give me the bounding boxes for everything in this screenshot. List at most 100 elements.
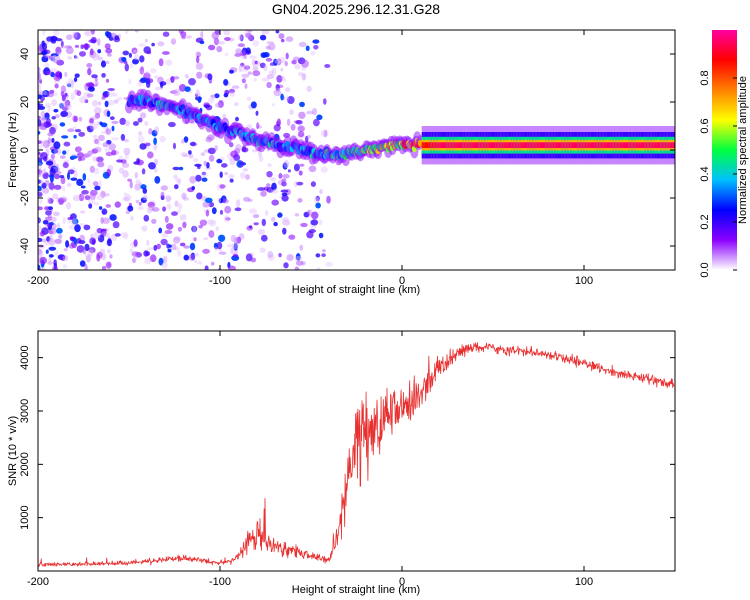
spectrogram-speckle xyxy=(72,31,78,39)
spectrogram-speckle xyxy=(76,90,82,97)
spectrogram-speckle xyxy=(281,178,287,183)
spectrogram-band-layer xyxy=(452,142,455,149)
spectrogram-speckle xyxy=(105,78,110,83)
spectrogram-speckle xyxy=(74,44,79,48)
spectrogram-band-layer xyxy=(593,142,596,149)
spectrogram-speckle xyxy=(38,179,42,184)
spectrogram-speckle xyxy=(40,230,45,237)
spectrogram-speckle xyxy=(93,135,98,139)
spectrogram-speckle xyxy=(38,185,42,192)
spectrogram-speckle xyxy=(113,99,119,104)
spectrogram-speckle xyxy=(58,102,64,109)
colorbar-tick-label: 0.8 xyxy=(699,70,711,85)
spectrogram-speckle xyxy=(94,83,98,87)
spectrogram-speckle xyxy=(38,45,43,52)
spectrogram-band-layer xyxy=(651,142,654,149)
spectrogram-speckle xyxy=(44,103,52,108)
spectrogram-speckle xyxy=(47,105,51,114)
spectrogram-speckle xyxy=(325,261,334,267)
spectrogram-speckle xyxy=(276,58,282,66)
spectrogram-speckle xyxy=(297,131,305,138)
spectrogram-speckle xyxy=(139,55,145,63)
spectrogram-speckle xyxy=(94,138,99,145)
spectrogram-band-layer xyxy=(437,142,440,149)
spectrogram-speckle xyxy=(43,168,47,175)
spectrogram-speckle xyxy=(289,109,294,116)
spectrogram-speckle xyxy=(197,260,203,265)
spectrogram-band-layer xyxy=(530,142,533,149)
spectrogram-speckle xyxy=(132,257,136,263)
spectrogram-band-layer xyxy=(485,142,488,149)
spectrogram-speckle xyxy=(96,38,101,46)
spectrogram-band-layer xyxy=(456,142,459,149)
spectrogram-speckle xyxy=(101,73,106,78)
spectrogram-band-layer xyxy=(525,142,527,149)
spectrogram-band-layer xyxy=(488,142,491,149)
spectrogram-speckle xyxy=(204,265,209,270)
spectrogram-speckle xyxy=(137,206,144,211)
spectrogram-speckle xyxy=(46,236,51,242)
spectrogram-band-layer xyxy=(436,142,439,149)
spectrogram-speckle xyxy=(44,146,49,151)
spectrogram-band-layer xyxy=(442,142,444,149)
spectrogram-speckle xyxy=(215,226,220,231)
spectrogram-speckle xyxy=(62,106,69,111)
spectrogram-speckle xyxy=(79,210,86,214)
spectrogram-speckle xyxy=(151,207,160,212)
spectrogram-speckle xyxy=(134,183,141,191)
colorbar-tick-label: 0.6 xyxy=(699,118,711,133)
spectrogram-band-layer xyxy=(474,142,477,149)
spectrogram-speckle xyxy=(50,227,57,235)
spectrogram-speckle xyxy=(94,106,102,115)
spectrogram-speckle xyxy=(174,247,180,251)
spectrogram-speckle xyxy=(38,216,41,224)
spectrogram-speckle xyxy=(170,38,177,45)
spectrogram-speckle xyxy=(218,198,223,204)
spectrogram-speckle xyxy=(173,142,176,150)
spectrogram-band-layer xyxy=(667,142,670,149)
spectrogram-speckle xyxy=(79,260,86,267)
spectrogram-band-layer xyxy=(426,142,428,149)
spectrogram-speckle xyxy=(146,50,152,55)
spectrogram-speckle xyxy=(104,43,111,50)
spectrogram-speckle xyxy=(320,166,328,173)
spectrogram-speckle xyxy=(172,166,180,171)
spectrogram-band-layer xyxy=(548,142,551,149)
spectrogram-speckle xyxy=(78,116,83,122)
spectrogram-band-layer xyxy=(533,142,536,149)
spectrogram-band-layer xyxy=(618,142,621,149)
spectrogram-band-layer xyxy=(647,142,650,149)
spectrogram-speckle xyxy=(62,216,66,225)
spectrogram-speckle xyxy=(102,142,109,148)
spectrogram-band-layer xyxy=(487,142,490,149)
spectrogram-band-layer xyxy=(663,142,666,149)
spectrogram-band-layer xyxy=(522,142,525,149)
spectrogram-speckle xyxy=(104,147,111,153)
spectrogram-speckle xyxy=(49,168,56,176)
spectrogram-band-layer xyxy=(503,142,506,149)
spectrogram-speckle xyxy=(55,38,63,42)
spectrogram-y-tick-label: 40 xyxy=(19,48,31,60)
spectrogram-speckle xyxy=(252,214,260,219)
spectrogram-speckle xyxy=(260,52,267,58)
spectrogram-speckle xyxy=(166,203,172,210)
spectrogram-speckle xyxy=(42,30,46,36)
spectrogram-speckle xyxy=(38,115,41,120)
spectrogram-speckle xyxy=(147,151,154,159)
spectrogram-speckle xyxy=(101,96,106,100)
spectrogram-speckle xyxy=(114,233,121,237)
spectrogram-speckle xyxy=(78,193,85,202)
spectrogram-speckle xyxy=(51,148,59,154)
spectrogram-speckle xyxy=(224,52,229,57)
spectrogram-speckle xyxy=(208,44,216,51)
spectrogram-speckle xyxy=(214,246,218,251)
spectrogram-speckle xyxy=(252,40,260,47)
spectrogram-speckle xyxy=(318,219,323,225)
spectrogram-speckle xyxy=(278,173,283,179)
spectrogram-speckle xyxy=(173,174,178,180)
spectrogram-speckle xyxy=(109,116,115,120)
spectrogram-speckle xyxy=(247,30,253,33)
spectrogram-band-layer xyxy=(520,142,523,149)
spectrogram-band-layer xyxy=(673,142,675,149)
spectrogram-speckle xyxy=(268,42,276,51)
